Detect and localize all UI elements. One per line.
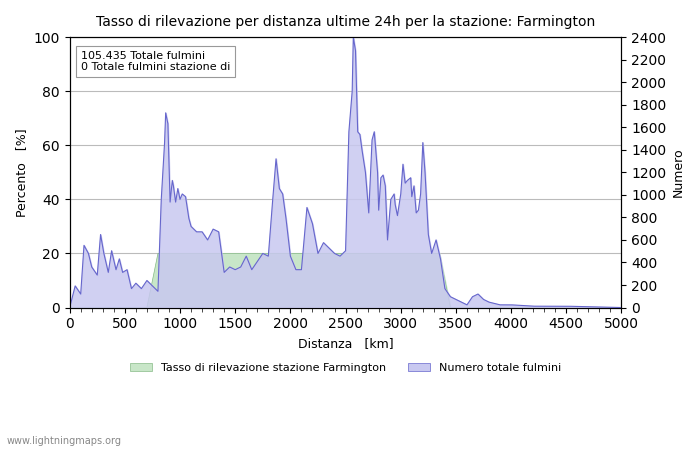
Legend: Tasso di rilevazione stazione Farmington, Numero totale fulmini: Tasso di rilevazione stazione Farmington… [125,359,566,378]
Y-axis label: Percento   [%]: Percento [%] [15,128,28,216]
Text: www.lightningmaps.org: www.lightningmaps.org [7,436,122,446]
Text: 105.435 Totale fulmini
0 Totale fulmini stazione di: 105.435 Totale fulmini 0 Totale fulmini … [80,51,230,72]
X-axis label: Distanza   [km]: Distanza [km] [298,337,393,350]
Y-axis label: Numero: Numero [672,148,685,197]
Title: Tasso di rilevazione per distanza ultime 24h per la stazione: Farmington: Tasso di rilevazione per distanza ultime… [96,15,595,29]
